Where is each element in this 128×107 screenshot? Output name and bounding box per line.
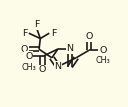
Text: F: F <box>34 20 39 29</box>
Text: F: F <box>22 29 27 38</box>
Text: O: O <box>85 32 93 41</box>
Text: O: O <box>39 65 46 74</box>
Text: N: N <box>67 45 74 54</box>
Text: O: O <box>25 52 32 61</box>
Text: CH₃: CH₃ <box>21 63 36 72</box>
Text: O: O <box>21 45 28 54</box>
Text: CH₃: CH₃ <box>96 56 110 65</box>
Text: N: N <box>54 62 61 71</box>
Text: O: O <box>99 46 106 55</box>
Text: F: F <box>51 29 56 38</box>
